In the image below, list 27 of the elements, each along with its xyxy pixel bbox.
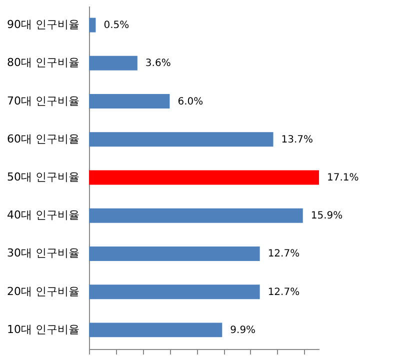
bar	[89, 246, 260, 261]
data-label: 9.9%	[230, 324, 256, 336]
data-label: 15.9%	[310, 210, 343, 222]
data-label: 3.6%	[145, 58, 171, 70]
bar	[89, 208, 303, 223]
bar	[89, 170, 319, 185]
y-tick-label: 40대 인구비율	[7, 208, 80, 222]
y-tick-label: 50대 인구비율	[7, 170, 80, 184]
data-label: 6.0%	[178, 96, 204, 108]
bar	[89, 284, 260, 300]
bar	[89, 132, 274, 147]
data-label: 12.7%	[268, 286, 300, 298]
y-tick-label: 70대 인구비율	[7, 94, 80, 108]
y-tick-label: 90대 인구비율	[7, 18, 80, 32]
bar	[89, 18, 96, 32]
data-label: 0.5%	[104, 20, 130, 32]
bar	[89, 322, 222, 338]
y-tick-label: 60대 인구비율	[7, 132, 80, 146]
bar	[89, 56, 138, 70]
bar	[89, 94, 170, 109]
data-label: 17.1%	[327, 172, 359, 184]
data-label: 12.7%	[268, 248, 300, 260]
y-tick-label: 30대 인구비율	[7, 246, 80, 260]
data-label: 13.7%	[281, 134, 314, 146]
y-tick-label: 80대 인구비율	[7, 56, 80, 70]
y-tick-label: 10대 인구비율	[7, 322, 80, 336]
y-tick-label: 20대 인구비율	[7, 284, 80, 298]
